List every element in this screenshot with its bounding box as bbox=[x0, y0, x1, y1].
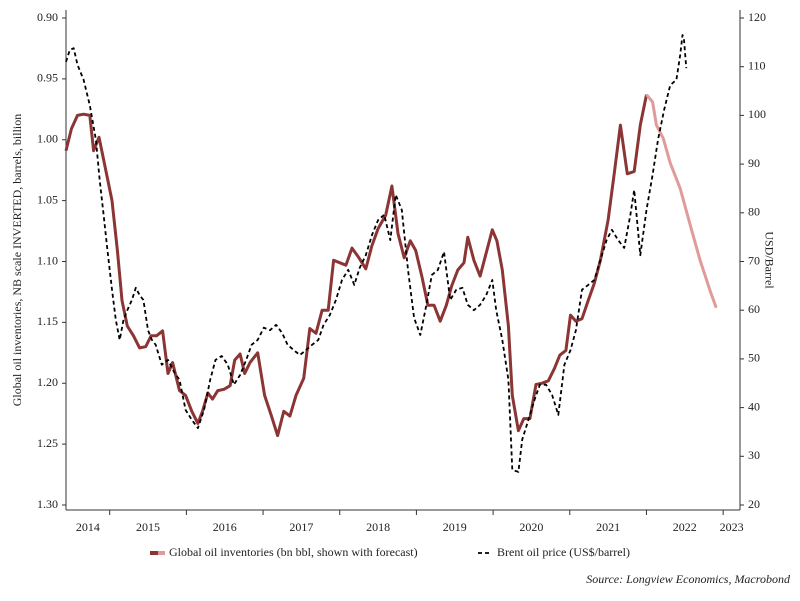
y-tick-label: 1.25 bbox=[37, 436, 58, 450]
y2-tick-label: 110 bbox=[748, 58, 766, 72]
y-tick-label: 0.95 bbox=[37, 71, 58, 85]
y-tick-label: 1.15 bbox=[37, 314, 58, 328]
y2-tick-label: 50 bbox=[748, 351, 760, 365]
x-tick-label: 2022 bbox=[673, 520, 697, 534]
y-tick-label: 1.10 bbox=[37, 253, 58, 267]
x-tick-label: 2017 bbox=[289, 520, 313, 534]
y2-tick-label: 70 bbox=[748, 253, 760, 267]
y2-tick-label: 20 bbox=[748, 497, 760, 511]
y2-tick-label: 90 bbox=[748, 156, 760, 170]
x-tick-label: 2014 bbox=[76, 520, 100, 534]
legend-label: Global oil inventories (bn bbl, shown wi… bbox=[169, 545, 418, 559]
y2-tick-label: 80 bbox=[748, 205, 760, 219]
y-tick-label: 1.00 bbox=[37, 132, 58, 146]
y-tick-label: 1.30 bbox=[37, 497, 58, 511]
series-line bbox=[645, 93, 718, 309]
y2-axis-label: USD/Barrel bbox=[762, 231, 776, 289]
y2-tick-label: 100 bbox=[748, 107, 766, 121]
x-tick-label: 2023 bbox=[720, 520, 744, 534]
y2-tick-label: 40 bbox=[748, 399, 760, 413]
y-tick-label: 1.05 bbox=[37, 192, 58, 206]
series-line bbox=[65, 34, 688, 473]
source: Source: Longview Economics, Macrobond bbox=[586, 572, 791, 586]
x-tick-label: 2019 bbox=[443, 520, 467, 534]
y2-tick-label: 30 bbox=[748, 448, 760, 462]
series-line bbox=[64, 94, 648, 438]
legend-label: Brent oil price (US$/barrel) bbox=[497, 545, 630, 559]
y2-tick-label: 60 bbox=[748, 302, 760, 316]
x-tick-label: 2020 bbox=[519, 520, 543, 534]
y-axis-label: Global oil inventories, NB scale INVERTE… bbox=[10, 114, 24, 407]
y-tick-label: 1.20 bbox=[37, 375, 58, 389]
y-tick-label: 0.90 bbox=[37, 10, 58, 24]
x-tick-label: 2021 bbox=[596, 520, 620, 534]
x-tick-label: 2018 bbox=[366, 520, 390, 534]
x-tick-label: 2015 bbox=[136, 520, 160, 534]
y2-tick-label: 120 bbox=[748, 10, 766, 24]
x-tick-label: 2016 bbox=[213, 520, 237, 534]
